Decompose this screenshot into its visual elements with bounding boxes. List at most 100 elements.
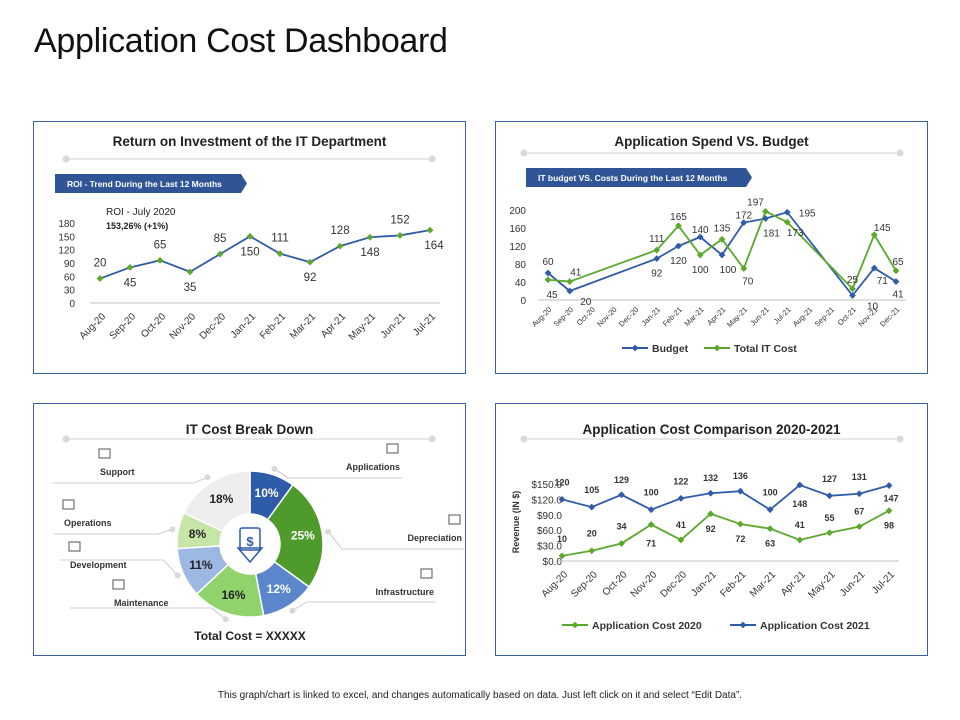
depreciation-icon	[448, 514, 461, 525]
cost-2021-data-label: 122	[673, 476, 688, 486]
x-tick-label: Oct-20	[139, 311, 168, 340]
roi-annotation-value: 153,26% (+1%)	[106, 221, 168, 231]
callout-label-development: Development	[70, 560, 127, 570]
y-tick-label: 200	[509, 206, 526, 217]
total-cost-data-label: 173	[787, 228, 804, 239]
donut-slice-label: 25%	[291, 529, 315, 543]
legend-2020-marker	[571, 621, 579, 629]
y-tick-label: 180	[58, 219, 75, 230]
x-tick-label: Aug-20	[540, 569, 571, 600]
breakdown-chart-title: IT Cost Break Down	[185, 422, 314, 437]
y-tick-label: 90	[64, 259, 76, 270]
page-title: Application Cost Dashboard	[34, 22, 448, 60]
cost-2021-point	[647, 506, 655, 514]
callout-label-maintenance: Maintenance	[114, 598, 169, 608]
x-tick-label: Dec-20	[617, 305, 640, 328]
cost-2021-point	[707, 489, 715, 497]
breakdown-chart[interactable]: 10% 25% 12% 16% 11% 8% 18% $ Applications Depreci…	[34, 404, 467, 657]
legend-budget-marker	[631, 344, 639, 352]
donut-slice-depreciation	[266, 483, 324, 588]
budget-data-label: 10	[867, 302, 879, 313]
budget-point	[762, 215, 769, 222]
x-tick-label: May-21	[347, 311, 379, 343]
roi-data-label: 92	[304, 272, 317, 284]
x-tick-label: May-21	[806, 569, 838, 601]
roi-point	[426, 226, 434, 234]
roi-point	[396, 232, 404, 239]
cost-2020-point	[588, 547, 596, 555]
budget-series-line	[547, 211, 897, 297]
divider-dot	[520, 149, 528, 157]
budget-point	[544, 269, 552, 277]
callout-connector	[327, 531, 343, 550]
x-tick-label: Mar-21	[288, 311, 318, 341]
roi-point	[336, 242, 344, 250]
divider-dot	[62, 435, 70, 443]
maintenance-icon	[112, 579, 125, 590]
x-tick-label: Dec-20	[658, 569, 689, 600]
cost-2020-data-label: 67	[854, 507, 864, 517]
budget-point	[783, 208, 791, 216]
roi-data-label: 65	[154, 239, 167, 251]
y-tick-label: 0	[69, 299, 75, 310]
y-tick-label: $60.0	[537, 526, 562, 537]
roi-point	[96, 275, 104, 282]
x-tick-label: Nov-20	[595, 305, 618, 328]
callout-label-support: Support	[100, 467, 135, 477]
cost-2020-point	[618, 540, 625, 547]
roi-data-label: 111	[271, 233, 288, 245]
x-tick-label: May-21	[725, 305, 749, 329]
donut-slice-label: 10%	[255, 486, 279, 500]
cost-2021-point	[618, 491, 625, 499]
callout-label-infrastructure: Infrastructure	[375, 587, 434, 597]
money-icon	[239, 527, 261, 551]
donut-slice-label: 16%	[221, 588, 245, 602]
x-tick-label: Oct-20	[575, 305, 597, 327]
roi-point	[366, 233, 374, 241]
cost-2021-point	[855, 490, 863, 498]
x-tick-label: Oct-21	[836, 305, 858, 327]
total-cost-series-line	[547, 210, 897, 290]
callout-dot	[204, 474, 211, 481]
roi-point	[246, 232, 254, 240]
cost-2020-point	[677, 536, 685, 544]
comparison-chart[interactable]: $0.0 $30.0 $60.0 $90.0 $120.0 $150.0 Revenue (…	[496, 404, 929, 657]
y-tick-label: $120.0	[531, 495, 562, 506]
divider-dot	[520, 435, 528, 443]
x-tick-label: Sep-20	[569, 569, 600, 600]
cost-2020-point	[885, 507, 893, 515]
y-tick-label: $0.0	[543, 557, 563, 568]
roi-point	[156, 256, 164, 264]
cost-2020-data-label: 71	[646, 539, 656, 549]
legend-budget-label: Budget	[652, 343, 689, 355]
cost-2021-data-label: 129	[614, 475, 629, 485]
roi-data-label: 35	[184, 282, 197, 294]
callout-label-operations: Operations	[64, 518, 112, 528]
y-tick-label: 60	[64, 272, 76, 283]
roi-point	[216, 250, 224, 258]
spend-chart[interactable]: IT budget VS. Costs During the Last 12 M…	[496, 122, 929, 375]
y-tick-label: 80	[515, 260, 527, 271]
x-tick-label: Feb-21	[661, 305, 684, 328]
spend-chart-title: Application Spend VS. Budget	[614, 134, 809, 149]
callout-dot	[222, 616, 229, 623]
total-cost-point	[870, 231, 878, 239]
roi-chart[interactable]: ROI - Trend During the Last 12 Months 0 30…	[34, 122, 467, 375]
budget-point	[892, 278, 900, 285]
cost-2020-point	[826, 529, 833, 537]
budget-point	[675, 242, 682, 250]
total-cost-data-label: 100	[692, 265, 709, 276]
x-tick-label: Nov-20	[168, 311, 199, 342]
dollar-icon: $	[246, 534, 254, 549]
y-tick-label: 120	[509, 242, 526, 253]
divider-dot	[428, 155, 436, 163]
legend-total-cost-label: Total IT Cost	[734, 343, 797, 355]
budget-data-label: 20	[580, 297, 592, 308]
cost-2020-data-label: 63	[765, 539, 775, 549]
total-cost-point	[740, 265, 748, 272]
y-tick-label: 150	[58, 232, 75, 243]
total-cost-point	[718, 235, 726, 243]
budget-point	[566, 287, 574, 295]
budget-data-label: 195	[799, 208, 816, 219]
cost-2020-data-label: 10	[557, 534, 567, 544]
